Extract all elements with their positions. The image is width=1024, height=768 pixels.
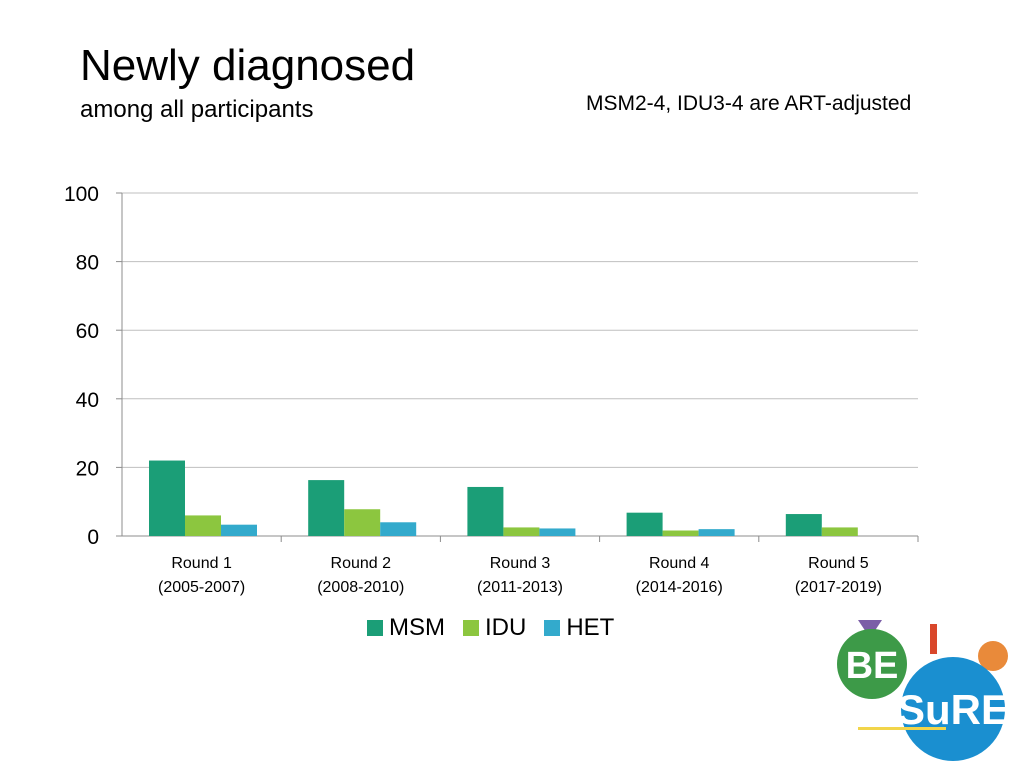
- x-tick-label: Round 3: [490, 555, 551, 572]
- legend-swatch: [367, 620, 383, 636]
- y-tick-label: 60: [76, 320, 99, 343]
- legend-label: HET: [566, 614, 615, 641]
- bar-het: [539, 528, 576, 536]
- logo-text-sure: SuRE: [897, 686, 1009, 733]
- page-subtitle: among all participants: [80, 96, 314, 123]
- logo-text-be: BE: [846, 645, 899, 687]
- x-tick-label: Round 5: [808, 555, 869, 572]
- x-tick-label: (2014-2016): [636, 579, 723, 596]
- adjustment-note: MSM2-4, IDU3-4 are ART-adjusted: [586, 92, 912, 115]
- logo-purple-triangle: [858, 620, 882, 638]
- legend-swatch: [544, 620, 561, 636]
- x-tick-label: (2008-2010): [317, 579, 404, 596]
- bar-het: [380, 522, 417, 536]
- bar-chart: 0 20 40 60 80 100 Round 1 (2005-2007) Round 2 (20…: [64, 183, 919, 596]
- y-tick-label: 100: [64, 183, 99, 206]
- legend-item-idu: IDU: [463, 614, 526, 642]
- y-tick-label: 0: [87, 526, 99, 549]
- besure-logo: BE SuRE: [837, 620, 1009, 761]
- x-tick-label: (2005-2007): [158, 579, 245, 596]
- x-tick-label: (2017-2019): [795, 579, 882, 596]
- bar-msm: [626, 512, 663, 536]
- y-tick-label: 40: [76, 389, 99, 412]
- bar-idu: [503, 527, 540, 536]
- bar-idu: [344, 509, 381, 536]
- bar-idu: [662, 530, 699, 536]
- logo-red-bar: [930, 624, 937, 654]
- chart-legend: MSM IDU HET: [367, 614, 632, 642]
- legend-swatch: [463, 620, 479, 636]
- logo-green-circle: [837, 629, 907, 699]
- bar-het: [698, 529, 735, 536]
- legend-label: MSM: [389, 614, 445, 641]
- logo-yellow-line: [858, 727, 946, 730]
- bar-msm: [467, 486, 504, 536]
- bar-idu: [185, 515, 221, 536]
- x-tick-label: Round 1: [171, 555, 232, 572]
- y-tick-label: 20: [76, 457, 99, 480]
- logo-blue-circle: [901, 657, 1005, 761]
- bar-msm: [785, 514, 822, 536]
- legend-item-het: HET: [544, 614, 614, 642]
- page-title: Newly diagnosed: [80, 41, 416, 90]
- bar-msm: [149, 460, 185, 536]
- bar-idu: [821, 527, 858, 536]
- logo-orange-circle: [978, 641, 1008, 671]
- bar-het: [221, 524, 257, 536]
- x-tick-label: Round 4: [649, 555, 710, 572]
- legend-label: IDU: [485, 614, 527, 641]
- x-tick-label: Round 2: [331, 555, 392, 572]
- y-tick-label: 80: [76, 252, 99, 275]
- bar-msm: [308, 480, 345, 536]
- x-tick-label: (2011-2013): [477, 579, 563, 596]
- legend-item-msm: MSM: [367, 614, 445, 642]
